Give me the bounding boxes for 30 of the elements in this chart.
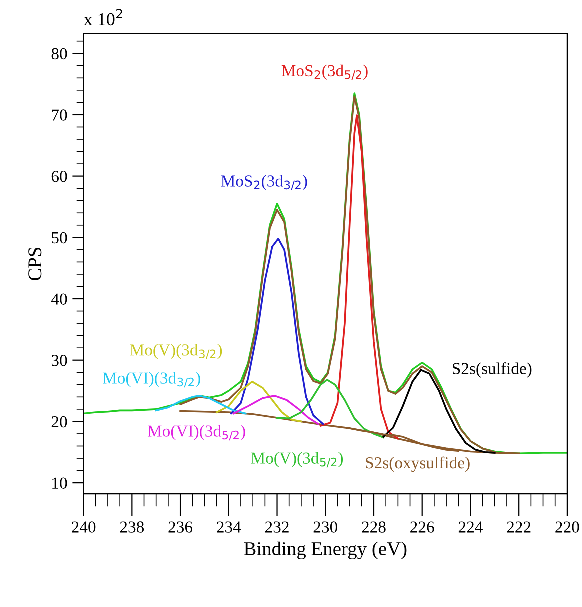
y-tick-label: 10 [52,478,68,489]
x-axis-title: Binding Energy (eV) [244,542,407,560]
x-tick-label: 220 [556,522,580,533]
x-tick-label: 222 [507,522,531,533]
y-tick-label: 70 [52,110,68,121]
x-tick-label: 240 [72,522,96,533]
x-tick-label: 234 [217,522,242,533]
x-tick-label: 232 [265,522,289,533]
series-label: S2s(oxysulfide) [366,456,470,472]
y-tick-label: 60 [52,171,68,182]
y-tick-label: 80 [52,48,68,60]
y-axis-title: CPS [28,248,42,281]
series-label: Mo(VI)(3d$_{3/2}$) [103,372,200,388]
series-label: Mo(V)(3d$_{5/2}$) [251,452,344,468]
y-tick-label: 20 [52,416,68,428]
x-tick-label: 236 [168,522,193,533]
y-tick-label: 40 [51,294,68,305]
x-tick-label: 228 [362,522,386,533]
y-tick-label: 30 [52,355,68,366]
x-tick-label: 224 [458,522,483,533]
text: x 10$^{2}$ [84,9,122,26]
x-tick-label: 226 [410,522,434,533]
text: Mo(V)(3d$_{3/2}$) [130,344,222,360]
text: MoS$_{2}$(3d$_{3/2}$) [221,175,308,191]
x-tick-label: 238 [120,522,144,533]
series-label: S2s(sulfide) [452,362,532,378]
series-label: Mo(VI)(3d$_{5/2}$) [148,425,246,441]
text: MoS$_{2}$(3d$_{5/2}$) [282,64,368,80]
y-tick-label: 50 [52,232,68,244]
x-tick-label: 230 [314,522,338,533]
